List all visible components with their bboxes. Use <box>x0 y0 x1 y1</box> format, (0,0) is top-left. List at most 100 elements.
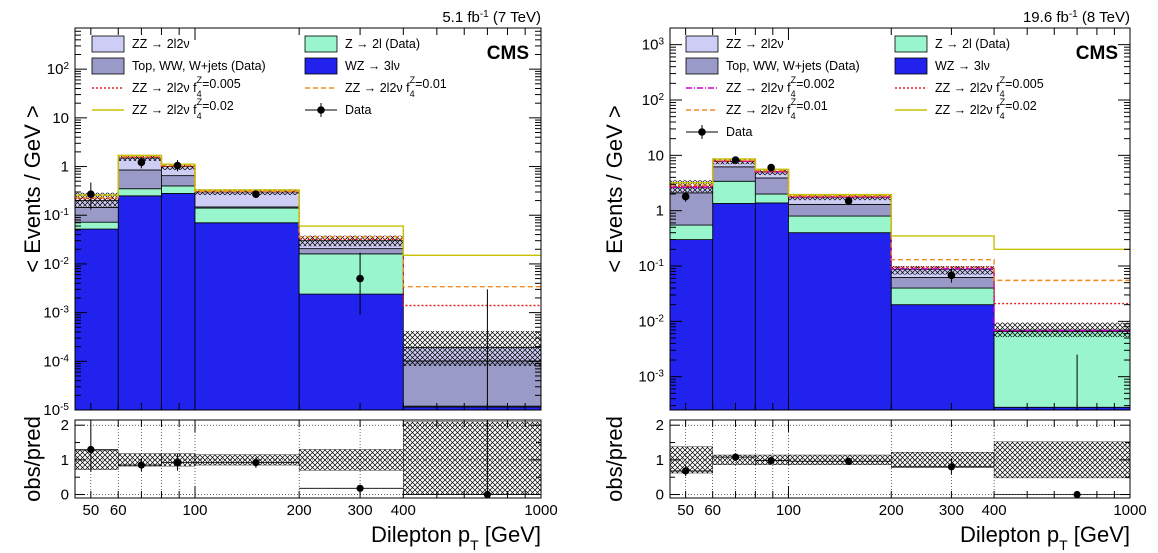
x-title-text: Dilepton p <box>371 522 470 547</box>
legend-label-subscript: 4 <box>791 111 796 121</box>
stack-bar-wz-l--bin-2 <box>754 202 789 410</box>
legend-label-text: Top, WW, W+jets (Data) <box>726 59 860 73</box>
ratio-y-tick-label: 1 <box>656 452 664 469</box>
stack-bar-z-l-data--bin-1 <box>117 188 162 197</box>
legend-label-text: ZZ → 2l2ν f <box>132 81 197 95</box>
y-tick-label: 10 <box>52 110 69 127</box>
x-tick-label: 60 <box>110 502 127 519</box>
legend-swatch-box <box>304 57 338 75</box>
legend-entry-label: Data <box>345 103 371 117</box>
legend-swatch-box <box>91 57 125 75</box>
legend-label-text: ZZ → 2l2ν f <box>345 81 410 95</box>
legend-label-subscript: 4 <box>1000 111 1005 121</box>
legend-entry-label: ZZ → 2l2ν f4 Z=0.02 <box>132 97 234 121</box>
legend-entry-label: Z → 2l (Data) <box>935 37 1010 51</box>
y-tick-base: 10 <box>642 37 659 54</box>
legend-label-text: ZZ → 2l2ν f <box>132 103 197 117</box>
y-tick-label: 102 <box>642 91 665 109</box>
stack-bar-wz-l--bin-4 <box>298 293 404 410</box>
legend-entry-label: ZZ → 2l2ν f4 Z=0.005 <box>132 75 241 99</box>
signal-line-f4z002 <box>670 158 1130 251</box>
y-tick-exponent: -2 <box>655 313 664 324</box>
ratio-plot-area <box>75 420 541 498</box>
legend-label-subscript: 4 <box>197 89 202 99</box>
x-tick-label: 200 <box>879 502 904 519</box>
stack-bar-top-ww-w-jets-data--bin-1 <box>712 166 756 182</box>
y-tick-base: 10 <box>47 61 64 78</box>
ratio-point-4 <box>356 484 364 492</box>
legend-label-text: Z → 2l (Data) <box>935 37 1010 51</box>
uncertainty-band-bin-5 <box>403 330 541 367</box>
y-tick-base: 10 <box>52 110 69 127</box>
x-tick-label: 200 <box>287 502 312 519</box>
x-tick-label: 1000 <box>524 502 557 519</box>
luminosity-label: 5.1 fb-1 (7 TeV) <box>442 9 541 27</box>
legend-label-text: ZZ → 2l2ν f <box>935 103 1000 117</box>
stack-bar-z-l-data--bin-0 <box>670 224 714 241</box>
legend-label-text: ZZ → 2l2ν f <box>726 81 791 95</box>
stack-bar-z-l-data--bin-3 <box>788 215 892 234</box>
ratio-plot-area <box>670 420 1130 498</box>
lumi-exponent: -1 <box>1069 9 1078 20</box>
cms-label: CMS <box>487 43 529 64</box>
ratio-y-tick-label: 2 <box>656 417 664 434</box>
ratio-point-3 <box>844 457 853 465</box>
ratio-point-1 <box>731 453 740 461</box>
ratio-point-3 <box>252 459 260 467</box>
ratio-band-bin-3 <box>788 454 892 465</box>
y-tick-exponent: -1 <box>60 207 69 218</box>
legend-label-superscript: Z <box>197 97 203 107</box>
legend-swatch-box <box>894 35 928 53</box>
stack-bar-wz-l--bin-1 <box>117 195 162 410</box>
stack-bar-z-l-data--bin-2 <box>754 193 789 204</box>
legend-label-text: ZZ → 2l2ν <box>132 37 190 51</box>
y-tick-base: 10 <box>647 147 664 164</box>
x-tick-label: 50 <box>677 502 694 519</box>
ratio-y-axis-title: obs/pred <box>20 416 45 502</box>
lumi-exponent: -1 <box>480 9 489 20</box>
legend-label-text: Data <box>726 125 752 139</box>
legend-label-superscript: Z <box>791 75 797 85</box>
x-tick-label: 300 <box>939 502 964 519</box>
uncertainty-band-bin-4 <box>299 235 404 247</box>
legend-entry-label: Top, WW, W+jets (Data) <box>132 59 266 73</box>
stack-bar-wz-l--bin-2 <box>161 193 196 410</box>
legend-entry-label: ZZ → 2l2ν f4 Z=0.01 <box>726 97 828 121</box>
stack-bar-wz-l--bin-3 <box>788 232 892 410</box>
y-tick-label: 10-3 <box>43 304 69 322</box>
x-title-unit: [GeV] <box>479 522 541 547</box>
legend-entry-label: Z → 2l (Data) <box>345 37 420 51</box>
legend-label-subscript: 4 <box>1000 89 1005 99</box>
x-title-subscript: T <box>470 537 479 553</box>
y-tick-label: 10-3 <box>638 368 664 386</box>
x-tick-label: 400 <box>391 502 416 519</box>
stack-bar-wz-l--bin-3 <box>194 222 300 410</box>
stack-bar-top-ww-w-jets-data--bin-1 <box>117 169 162 190</box>
legend-label-superscript: Z <box>791 97 797 107</box>
stack-bar-wz-l--bin-4 <box>890 304 995 410</box>
ratio-band-bin-5 <box>993 441 1130 479</box>
stack-bar-top-ww-w-jets-data--bin-0 <box>670 192 714 226</box>
legend-label-subscript: 4 <box>197 111 202 121</box>
y-tick-label: 10-1 <box>43 207 69 225</box>
y-tick-label: 10-2 <box>638 313 664 331</box>
ratio-point-4 <box>947 463 956 471</box>
legend-label-superscript: Z <box>1000 75 1006 85</box>
ratio-y-tick-label: 1 <box>61 452 69 469</box>
legend-label-superscript: Z <box>1000 97 1006 107</box>
y-tick-label: 10 <box>647 147 664 164</box>
legend-swatch-marker-dot <box>698 128 706 136</box>
y-tick-base: 10 <box>638 313 655 330</box>
y-tick-base: 10 <box>642 92 659 109</box>
y-tick-exponent: -2 <box>60 255 69 266</box>
y-tick-label: 1 <box>656 203 664 220</box>
y-tick-base: 10 <box>43 402 60 419</box>
ratio-point-0 <box>682 467 690 475</box>
stack-bar-wz-l--bin-1 <box>712 203 756 410</box>
legend-swatch-box <box>91 35 125 53</box>
y-tick-label: 103 <box>642 36 665 54</box>
legend-label-value: =0.002 <box>796 77 835 91</box>
ratio-point-2 <box>767 456 775 465</box>
